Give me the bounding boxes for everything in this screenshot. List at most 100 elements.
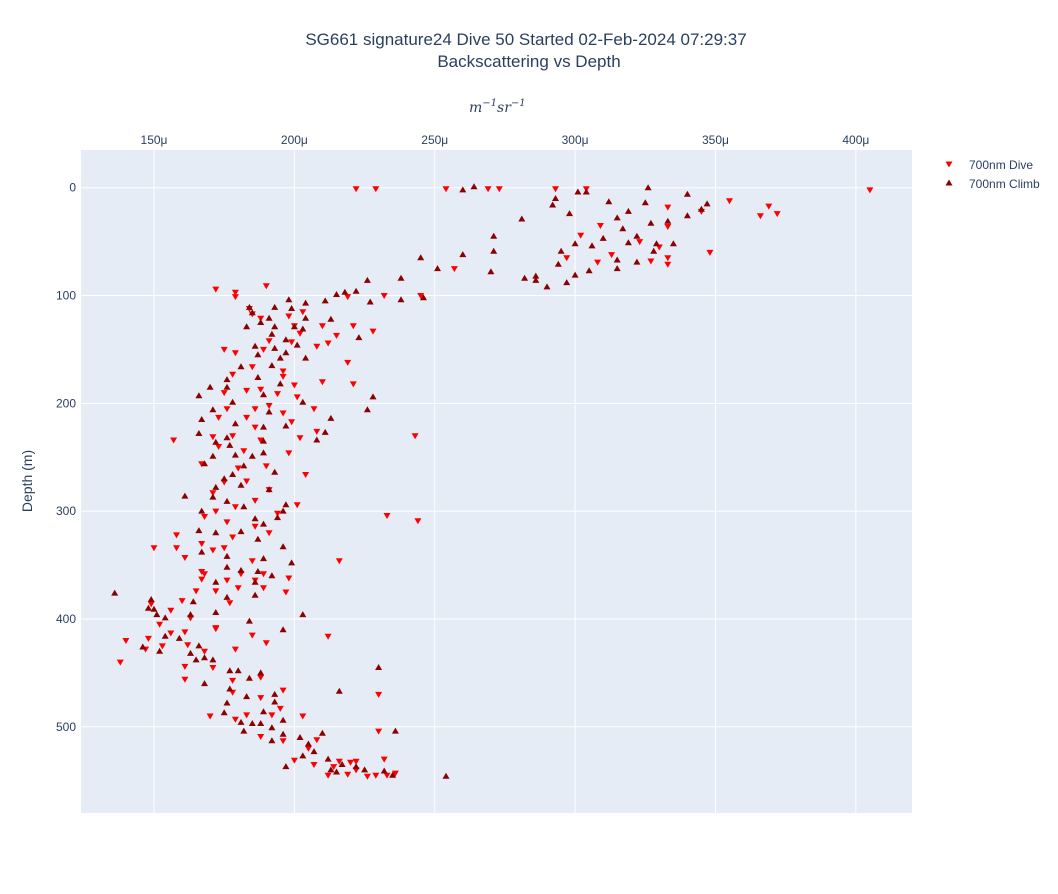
dive-point [178,598,186,605]
climb-point [585,267,593,274]
dive-point [223,406,231,413]
climb-point [650,247,658,254]
climb-point [187,611,194,618]
dive-point [243,387,251,394]
climb-point [254,351,262,358]
climb-point [245,617,253,624]
climb-point [237,528,245,535]
dive-point [282,589,290,596]
dive-point [167,607,175,614]
climb-point [175,634,183,641]
dive-point [344,359,352,366]
climb-point [552,195,559,201]
climb-point [459,186,467,193]
dive-point [184,642,192,649]
climb-point [276,354,284,361]
dive-point [192,588,200,595]
climb-point [260,708,267,715]
climb-point [111,589,119,596]
dive-point [279,373,287,380]
climb-point [212,578,220,585]
climb-point [189,598,197,605]
climb-point [279,507,287,514]
dive-point [274,391,281,398]
dive-point [279,368,287,375]
climb-point [633,258,641,265]
dive-point [209,547,217,554]
dive-point [636,239,644,246]
climb-point [703,200,711,207]
climb-point [288,305,296,311]
climb-point [434,265,441,272]
climb-point [195,527,203,534]
x-tick-label: 400μ [842,133,869,147]
dive-point [372,186,380,193]
dive-point [260,585,267,592]
climb-point [574,188,582,195]
dive-point [335,558,343,565]
climb-point [459,251,467,258]
dive-point [215,414,223,421]
climb-point [355,334,363,341]
climb-point [490,232,498,239]
dive-point [198,541,206,547]
dive-point [150,545,158,552]
climb-point [299,398,307,405]
climb-point [248,452,256,459]
climb-point [613,214,621,221]
climb-point [144,604,152,611]
climb-point [237,481,245,488]
climb-point [521,274,529,281]
climb-point [251,342,259,349]
climb-point [557,247,565,254]
climb-point [195,642,203,649]
legend[interactable]: 700nm Dive 700nm Climb [945,158,1041,191]
dive-point [251,424,259,431]
legend-item-climb[interactable]: 700nm Climb [945,177,1041,191]
x-gridlines [153,150,857,813]
climb-point [265,408,273,415]
climb-point [324,755,332,762]
climb-point [664,217,672,224]
climb-point [375,664,383,670]
climb-point [268,724,276,731]
climb-point [223,593,231,600]
chart-title-line-1: SG661 signature24 Dive 50 Started 02-Feb… [305,30,746,49]
dive-point [318,323,326,330]
dive-point [206,713,214,720]
dive-point [279,687,287,694]
dive-point [414,518,422,525]
dive-point [268,712,276,719]
climb-point [150,605,158,612]
climb-point [487,268,495,275]
dive-point [313,737,321,744]
climb-point [260,555,267,562]
x-unit-exponent-1: −1 [482,98,497,109]
x-tick-label: 300μ [562,133,589,147]
climb-point [254,535,262,542]
climb-point [223,434,231,441]
climb-point [641,199,649,206]
climb-point [260,437,267,444]
climb-point [619,225,627,232]
dive-point [229,433,237,440]
dive-point [310,762,318,768]
dive-point [265,530,273,537]
dive-point [257,695,265,702]
dive-point [234,465,242,472]
climb-point [271,344,279,351]
dive-point [380,293,388,299]
dive-point [240,448,248,455]
y-gridlines [81,187,912,728]
climb-point [279,543,287,550]
climb-point [582,188,590,195]
climb-point [543,283,551,290]
climb-point [697,205,705,212]
y-tick-label: 500 [56,720,76,734]
climb-point [268,330,276,337]
climb-point [187,649,194,656]
dive-point [251,523,259,530]
legend-item-dive[interactable]: 700nm Dive [945,158,1034,172]
climb-point [327,766,335,773]
dive-point [450,266,458,273]
